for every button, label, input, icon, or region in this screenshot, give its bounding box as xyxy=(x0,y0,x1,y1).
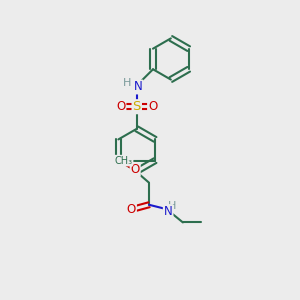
Text: O: O xyxy=(116,100,125,113)
Text: H: H xyxy=(168,201,176,211)
Text: O: O xyxy=(130,163,140,176)
Text: O: O xyxy=(148,100,157,113)
Text: N: N xyxy=(134,80,142,94)
Text: CH₃: CH₃ xyxy=(114,156,132,166)
Text: N: N xyxy=(164,205,172,218)
Text: O: O xyxy=(127,203,136,216)
Text: S: S xyxy=(133,100,141,113)
Text: H: H xyxy=(123,78,131,88)
